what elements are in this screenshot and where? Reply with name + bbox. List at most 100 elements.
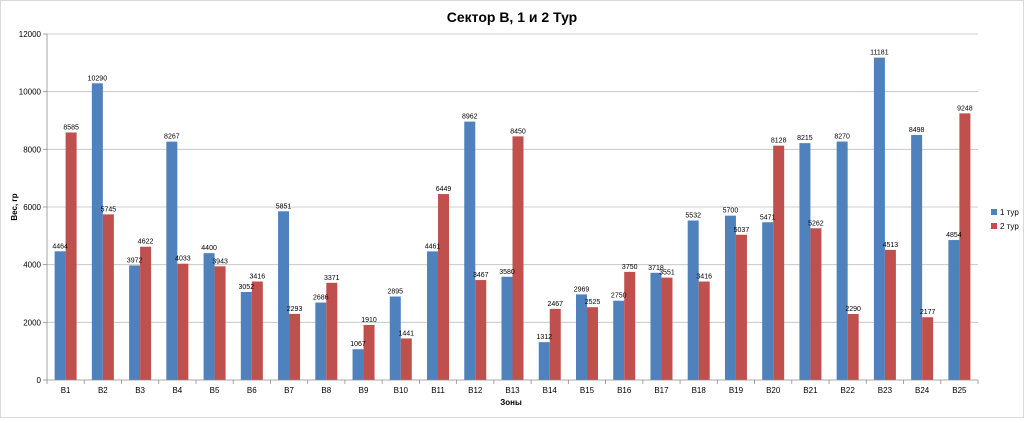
y-tick-label: 2000 [23, 318, 41, 327]
data-label: 2686 [313, 295, 329, 302]
gridlines [47, 33, 978, 323]
bars [54, 57, 971, 381]
bar-2-B23 [884, 249, 896, 380]
bar-2-B12 [475, 280, 487, 380]
bar-2-B9 [363, 324, 375, 380]
bar-2-B6 [251, 281, 263, 380]
bar-1-B25 [948, 240, 960, 380]
bar-2-B10 [400, 338, 412, 380]
bar-2-B17 [661, 277, 673, 380]
bar-1-B10 [389, 296, 401, 380]
y-axis-title: Вес, гр [10, 193, 19, 220]
bar-1-B2 [91, 83, 103, 381]
x-tick-label: B1 [61, 386, 71, 395]
bar-2-B4 [177, 263, 189, 380]
data-label: 2750 [611, 293, 627, 300]
x-tick-label: B19 [729, 386, 744, 395]
bar-1-B16 [613, 300, 625, 380]
x-tick-label: B24 [915, 386, 930, 395]
data-label: 3416 [250, 274, 266, 281]
y-tick-label: 8000 [23, 145, 41, 154]
data-label: 5262 [808, 220, 824, 227]
x-tick-label: B14 [543, 386, 558, 395]
data-label: 6449 [436, 186, 452, 193]
x-tick-label: B6 [247, 386, 257, 395]
data-label: 4854 [946, 232, 962, 239]
bar-2-B15 [586, 307, 598, 380]
data-label: 3972 [127, 257, 143, 264]
data-label: 1441 [398, 330, 414, 337]
data-label: 2290 [845, 306, 861, 313]
bar-2-B18 [698, 281, 710, 380]
bar-1-B13 [501, 276, 513, 380]
data-label: 2969 [574, 286, 590, 293]
x-tick-label: B16 [617, 386, 632, 395]
bar-2-B14 [549, 308, 561, 380]
x-tick-label: B13 [505, 386, 520, 395]
bar-2-B20 [773, 145, 785, 380]
bar-1-B22 [836, 141, 848, 380]
data-label: 10290 [88, 75, 108, 82]
data-label: 2895 [387, 289, 403, 296]
data-label: 8498 [909, 127, 925, 134]
bar-2-B11 [438, 194, 450, 380]
data-label: 3943 [212, 258, 228, 265]
data-label: 8962 [462, 114, 478, 121]
data-label: 4513 [883, 242, 899, 249]
legend-label: 1 тур [1000, 208, 1019, 217]
bar-2-B3 [140, 246, 152, 380]
data-label: 8270 [834, 134, 850, 141]
x-tick-label: B5 [210, 386, 220, 395]
bar-1-B1 [54, 251, 66, 380]
y-tick-label: 0 [37, 376, 42, 385]
bar-1-B19 [724, 215, 736, 380]
data-label: 3718 [648, 265, 664, 272]
data-label: 4622 [138, 239, 154, 246]
x-tick-label: B4 [172, 386, 182, 395]
bar-1-B9 [352, 349, 364, 380]
data-label: 5471 [760, 214, 776, 221]
data-label: 5532 [685, 212, 701, 219]
x-tick-label: B18 [692, 386, 707, 395]
bar-1-B18 [687, 220, 699, 380]
x-axis-title: Зоны [500, 398, 522, 407]
data-label: 3580 [499, 269, 515, 276]
bar-1-B12 [464, 121, 476, 380]
bar-2-B7 [289, 313, 301, 380]
data-label: 2177 [920, 309, 936, 316]
bar-2-B19 [735, 234, 747, 380]
y-tick-label: 12000 [19, 30, 42, 39]
bar-1-B8 [315, 302, 327, 380]
data-label: 8585 [63, 124, 79, 131]
data-label: 8267 [164, 134, 180, 141]
legend-swatch [991, 223, 997, 229]
bar-2-B13 [512, 136, 524, 380]
bar-2-B24 [922, 317, 934, 380]
bar-1-B6 [240, 292, 252, 380]
data-label: 8128 [771, 138, 787, 145]
legend-swatch [991, 209, 997, 215]
x-tick-label: B23 [878, 386, 893, 395]
bar-1-B20 [762, 222, 774, 380]
data-label: 1312 [536, 334, 552, 341]
x-tick-label: B10 [394, 386, 409, 395]
chart-title: Сектор B, 1 и 2 Тур [447, 9, 577, 25]
x-tick-label: B2 [98, 386, 108, 395]
legend-label: 2 тур [1000, 222, 1019, 231]
bar-2-B5 [214, 266, 226, 380]
bar-1-B24 [911, 134, 923, 380]
bar-1-B23 [873, 57, 885, 380]
legend: 1 тур 2 тур [991, 208, 1019, 231]
bar-2-B22 [847, 313, 859, 380]
data-label: 5037 [734, 227, 750, 234]
bar-2-B25 [959, 113, 971, 380]
data-label: 4400 [201, 245, 217, 252]
data-label: 4464 [52, 243, 68, 250]
x-tick-label: B21 [803, 386, 818, 395]
y-tick-label: 6000 [23, 203, 41, 212]
x-tick-label: B15 [580, 386, 595, 395]
data-label: 2525 [585, 299, 601, 306]
bar-1-B14 [538, 342, 550, 380]
